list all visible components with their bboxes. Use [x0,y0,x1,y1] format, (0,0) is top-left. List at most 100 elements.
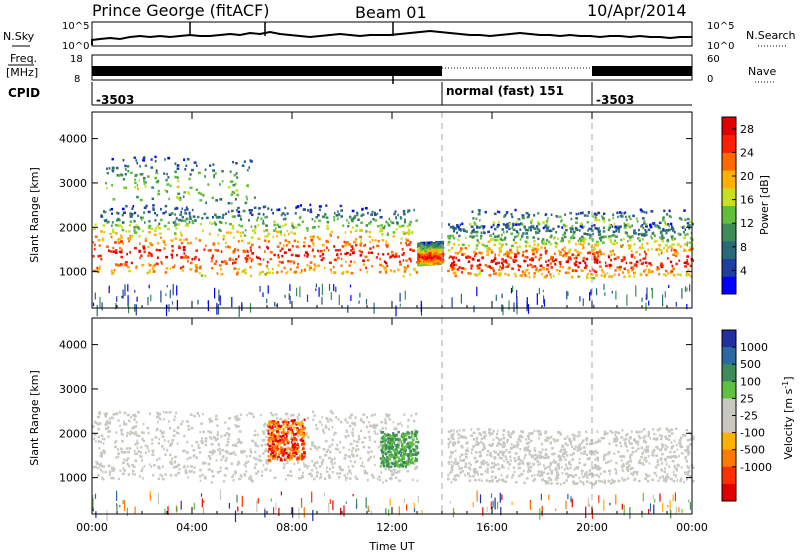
power-data-point [492,221,496,224]
power-data-point [276,208,279,212]
power-data-point [382,226,386,230]
power-data-point [345,270,348,273]
vel-data-point [259,459,263,462]
vel-data-point [253,456,256,460]
vel-data-point [161,477,165,481]
power-data-point [618,230,620,233]
power-data-point [667,272,669,275]
power-data-point [313,263,316,266]
vel-data-point [278,452,281,456]
power-data-point [655,225,658,228]
power-data-point [306,255,309,258]
power-data-point [401,248,404,251]
power-data-point [501,258,504,261]
power-data-point [418,259,421,263]
vel-data-point [531,474,534,478]
power-data-point [537,237,540,241]
power-data-point [167,156,171,160]
vel-data-point [615,469,618,472]
power-data-point [498,210,501,214]
power-data-point [570,226,573,230]
vel-data-point [415,445,418,448]
power-data-point [455,256,457,260]
power-data-point [309,235,312,239]
power-data-point [666,238,669,242]
power-data-point [157,179,160,183]
vel-data-point [359,457,362,460]
power-data-point [134,231,138,234]
power-data-point [129,251,131,254]
power-data-point [669,260,673,264]
power-data-point [512,260,516,263]
power-data-point [661,234,664,237]
vel-data-point [287,430,289,433]
power-data-point [359,229,362,232]
vel-data-point [668,434,671,438]
power-data-point [398,260,402,263]
vel-data-point [562,481,566,485]
power-data-point [685,271,688,275]
vel-data-point [262,452,265,455]
power-data-point [435,242,438,245]
vel-data-point [387,437,390,440]
power-data-point [386,243,390,246]
power-data-point [543,243,546,246]
power-data-point [214,223,217,226]
power-data-point [279,242,282,245]
power-data-point [290,253,294,257]
power-data-point [526,256,529,259]
vel-data-point [331,462,334,466]
power-data-point [336,217,339,221]
vel-data-point [364,471,367,475]
power-data-point [608,255,611,259]
power-data-point [152,207,155,210]
power-data-point [127,237,130,240]
vel-data-point [288,458,291,461]
power-data-point [521,270,524,273]
power-data-point [447,269,450,273]
power-data-point [120,236,123,239]
power-data-point [323,249,325,252]
power-data-point [112,272,115,275]
power-data-point [164,189,167,192]
power-data-point [148,269,151,272]
power-data-point [113,268,116,272]
power-data-point [318,219,321,222]
power-data-point [220,268,222,271]
power-data-point [306,229,309,232]
vel-data-point [303,445,305,448]
vel-data-point [233,450,235,454]
power-clutter-point [96,304,98,317]
power-data-point [451,225,455,229]
beam-title: Beam 01 [355,3,427,22]
power-data-point [559,215,562,219]
power-data-point [647,228,651,232]
power-data-point [421,243,424,246]
power-data-point [533,240,536,243]
vel-data-point [141,438,144,442]
vel-data-point [299,477,302,480]
power-data-point [387,252,390,256]
vel-data-point [354,475,357,478]
power-data-point [514,259,518,262]
vel-data-point [228,434,231,437]
vel-data-point [392,449,396,452]
power-data-point [559,262,562,266]
vel-data-point [284,437,287,440]
vel-data-point [348,470,350,474]
power-data-point [658,248,662,252]
power-data-point [673,237,677,240]
power-data-point [667,257,669,260]
power-data-point [346,270,349,274]
vel-data-point [282,428,285,431]
vel-data-point [392,445,395,449]
vel-data-point [159,473,162,476]
power-data-point [526,216,529,219]
vel-data-point [281,431,283,434]
power-data-point [101,238,104,242]
vel-data-point [574,445,577,448]
power-data-point [596,259,599,262]
power-data-point [153,263,156,267]
power-data-point [524,240,528,243]
power-clutter-point [684,286,686,292]
